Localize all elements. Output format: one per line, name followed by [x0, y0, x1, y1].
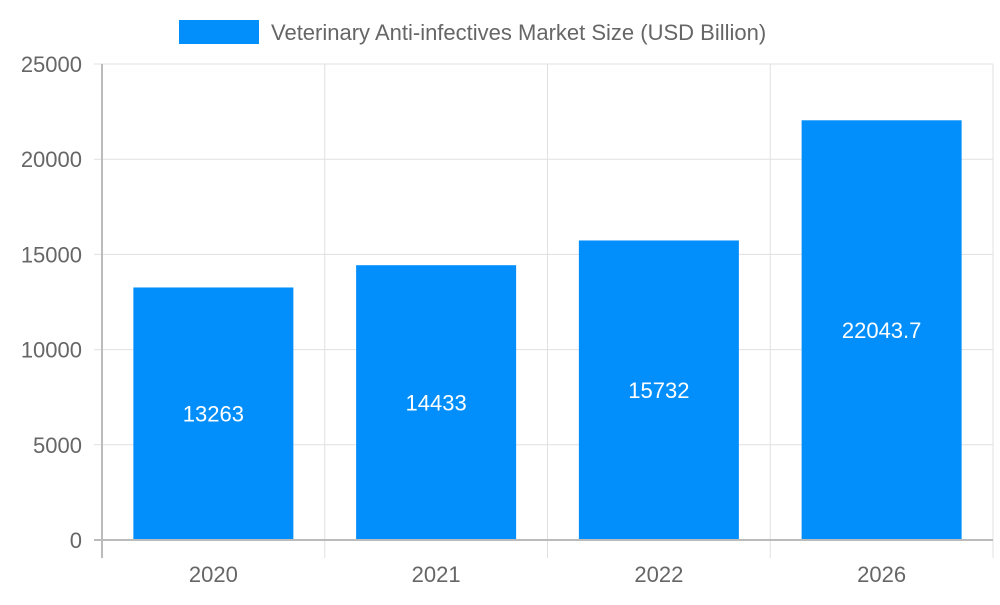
x-tick-label: 2022 [634, 562, 683, 587]
y-tick-label: 0 [70, 528, 82, 553]
y-tick-label: 15000 [21, 242, 82, 267]
y-tick-label: 25000 [21, 52, 82, 77]
y-tick-label: 20000 [21, 147, 82, 172]
y-tick-label: 5000 [33, 433, 82, 458]
data-label: 14433 [406, 391, 467, 416]
bars: 13263 14433 15732 22043.7 [133, 120, 962, 541]
x-tick-label: 2026 [857, 562, 906, 587]
legend[interactable]: Veterinary Anti-infectives Market Size (… [179, 20, 766, 45]
bar-2020[interactable] [133, 287, 294, 540]
axes: 0 5000 10000 15000 20000 25000 2020 2021 2022 202… [21, 52, 993, 587]
legend-label: Veterinary Anti-infectives Market Size (… [271, 20, 766, 45]
legend-swatch [179, 20, 259, 44]
data-label: 22043.7 [842, 318, 922, 343]
x-tick-label: 2021 [412, 562, 461, 587]
data-label: 13263 [183, 402, 244, 427]
y-tick-label: 10000 [21, 338, 82, 363]
data-label: 15732 [628, 378, 689, 403]
bar-2022[interactable] [578, 240, 739, 541]
bar-2026[interactable] [801, 120, 962, 540]
bar-2021[interactable] [356, 265, 517, 540]
x-tick-label: 2020 [189, 562, 238, 587]
